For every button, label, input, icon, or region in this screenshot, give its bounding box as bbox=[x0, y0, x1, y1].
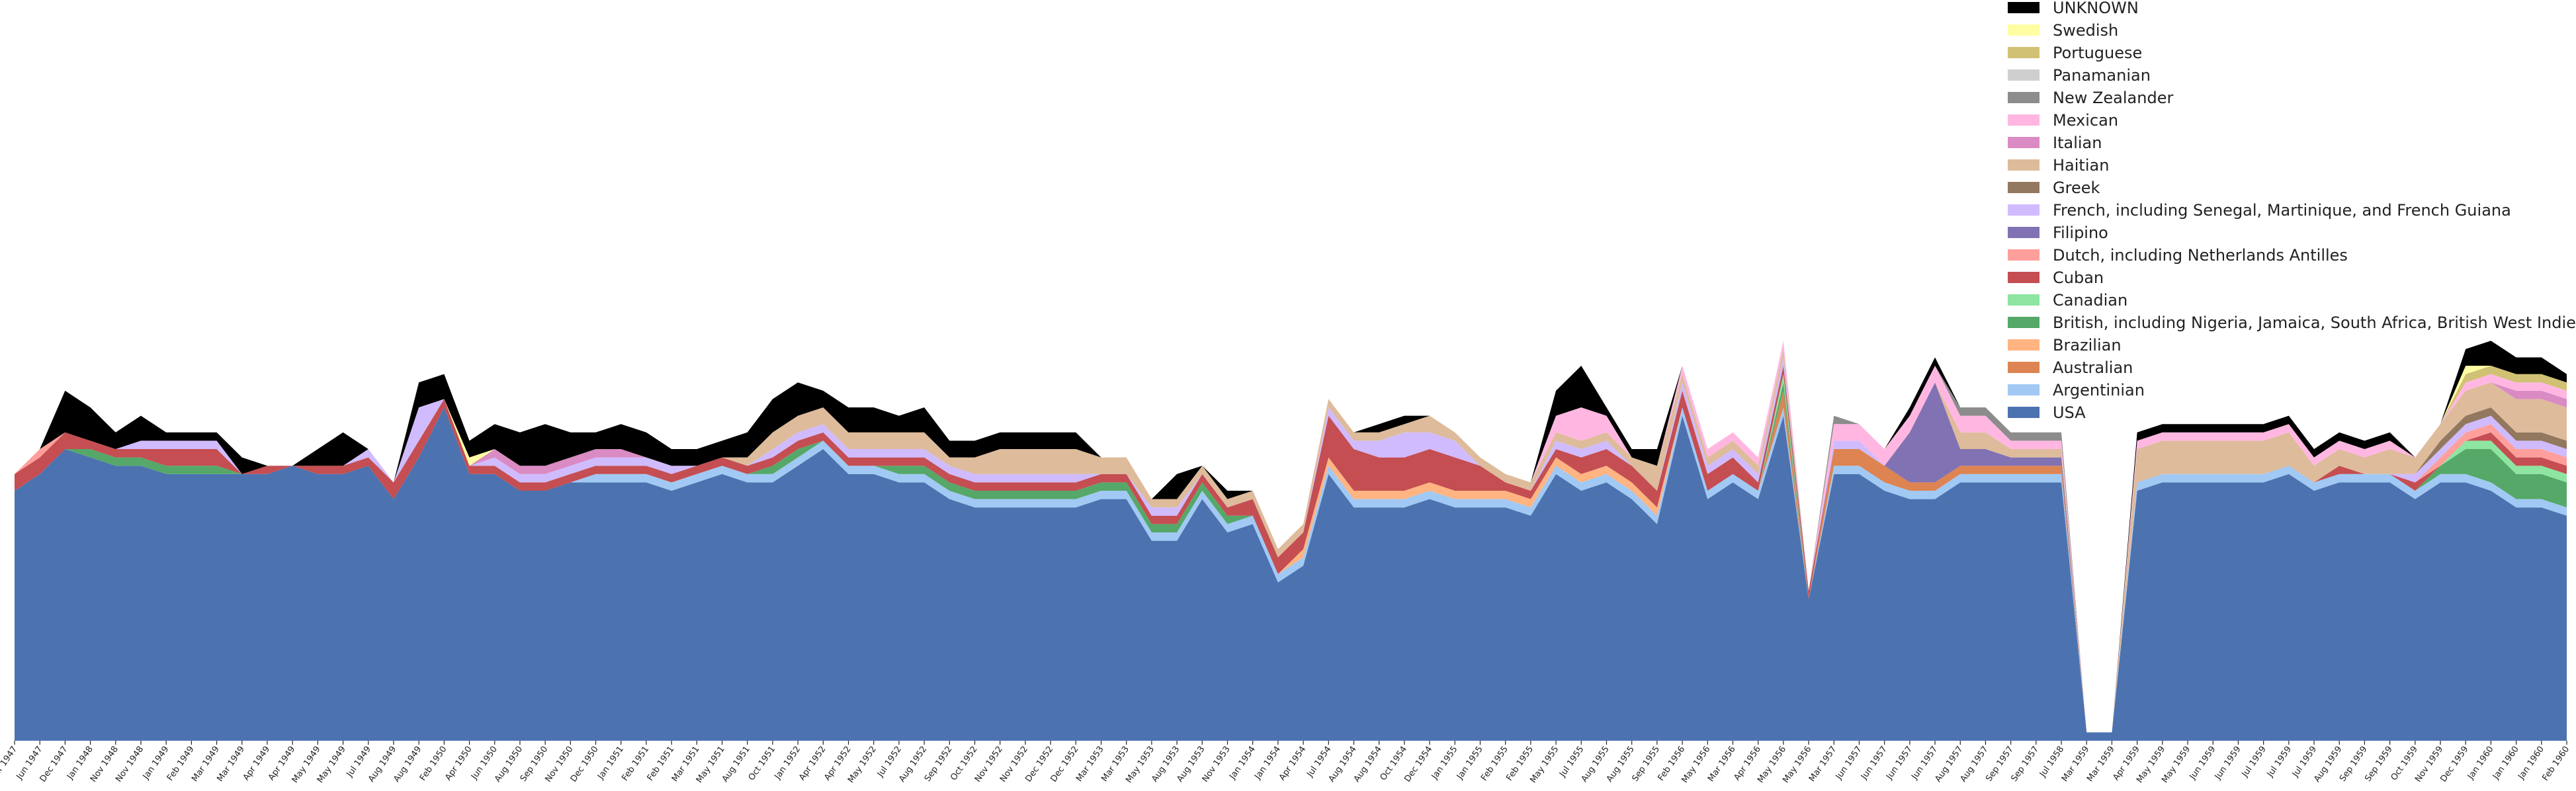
x-tick-label: Mar 1947 bbox=[0, 745, 19, 784]
legend-label: Dutch, including Netherlands Antilles bbox=[2053, 246, 2348, 265]
legend-swatch bbox=[2008, 317, 2039, 328]
x-tick-label: Jul 1959 bbox=[2265, 745, 2294, 780]
area-series-cuban bbox=[15, 366, 2567, 733]
legend-label: Italian bbox=[2053, 134, 2102, 152]
legend-swatch bbox=[2008, 204, 2039, 216]
legend-swatch bbox=[2008, 159, 2039, 171]
legend-swatch bbox=[2008, 362, 2039, 373]
legend-swatch bbox=[2008, 114, 2039, 126]
legend-label: Portuguese bbox=[2053, 44, 2142, 62]
legend-swatch bbox=[2008, 182, 2039, 193]
legend-swatch bbox=[2008, 92, 2039, 103]
x-tick-label: Jul 1959 bbox=[2240, 745, 2268, 780]
legend-label: Swedish bbox=[2053, 21, 2118, 40]
legend-label: UNKNOWN bbox=[2053, 0, 2139, 17]
legend-swatch bbox=[2008, 294, 2039, 306]
legend-label: Haitian bbox=[2053, 156, 2109, 175]
area-series-argentinian bbox=[15, 407, 2567, 733]
legend-swatch bbox=[2008, 24, 2039, 36]
legend-label: New Zealander bbox=[2053, 89, 2173, 107]
legend-swatch bbox=[2008, 227, 2039, 238]
legend-swatch bbox=[2008, 272, 2039, 283]
legend-label: French, including Senegal, Martinique, a… bbox=[2053, 201, 2511, 220]
legend-label: USA bbox=[2053, 403, 2086, 422]
legend-label: Filipino bbox=[2053, 224, 2108, 242]
area-series-unknown bbox=[15, 341, 2567, 733]
legend-swatch bbox=[2008, 137, 2039, 148]
legend-label: Argentinian bbox=[2053, 381, 2145, 399]
legend-label: Greek bbox=[2053, 179, 2100, 197]
legend-label: Australian bbox=[2053, 358, 2133, 377]
legend-swatch bbox=[2008, 339, 2039, 351]
legend-swatch bbox=[2008, 384, 2039, 395]
legend-label: Brazilian bbox=[2053, 336, 2122, 354]
legend-swatch bbox=[2008, 249, 2039, 261]
legend-swatch bbox=[2008, 407, 2039, 418]
legend: UNKNOWN Swedish Portuguese Panamanian New Ze… bbox=[2008, 0, 2576, 422]
legend-swatch bbox=[2008, 69, 2039, 81]
series-areas bbox=[15, 341, 2567, 741]
legend-swatch bbox=[2008, 47, 2039, 58]
legend-swatch bbox=[2008, 2, 2039, 13]
legend-label: Canadian bbox=[2053, 291, 2127, 310]
legend-label: Cuban bbox=[2053, 269, 2104, 287]
area-series-filipino bbox=[15, 366, 2567, 733]
legend-label: Mexican bbox=[2053, 111, 2118, 130]
legend-label: Panamanian bbox=[2053, 66, 2151, 85]
legend-label: British, including Nigeria, Jamaica, Sou… bbox=[2053, 313, 2576, 332]
area-series-haitian bbox=[15, 349, 2567, 733]
